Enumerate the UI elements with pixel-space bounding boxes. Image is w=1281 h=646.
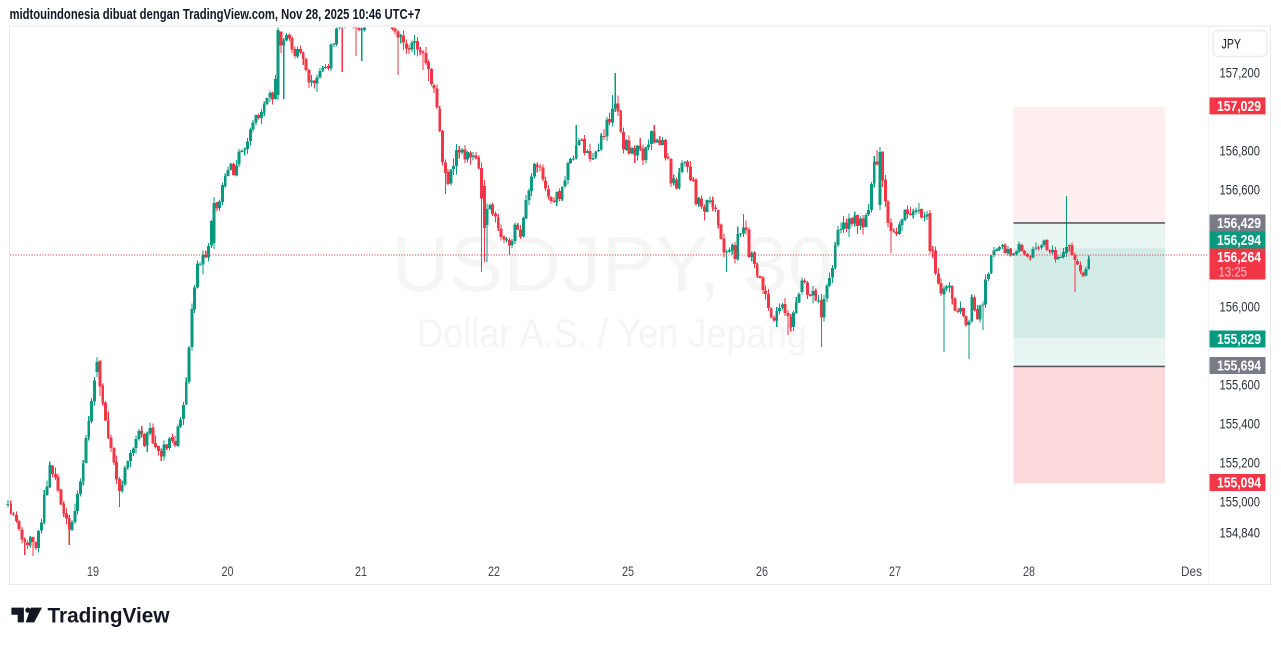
svg-text:27: 27 bbox=[889, 564, 901, 579]
svg-text:25: 25 bbox=[622, 564, 634, 579]
svg-text:156,264: 156,264 bbox=[1217, 250, 1261, 266]
svg-text:155,200: 155,200 bbox=[1220, 455, 1261, 471]
svg-text:156,800: 156,800 bbox=[1220, 143, 1261, 159]
svg-text:155,400: 155,400 bbox=[1220, 416, 1261, 432]
svg-text:Des: Des bbox=[1181, 564, 1202, 579]
svg-text:156,294: 156,294 bbox=[1217, 233, 1261, 249]
svg-text:20: 20 bbox=[222, 564, 234, 579]
svg-text:28: 28 bbox=[1023, 564, 1035, 579]
svg-text:21: 21 bbox=[355, 564, 367, 579]
svg-text:midtouindonesia dibuat dengan: midtouindonesia dibuat dengan TradingVie… bbox=[10, 6, 421, 23]
svg-text:13:25: 13:25 bbox=[1219, 265, 1248, 280]
svg-text:155,094: 155,094 bbox=[1217, 476, 1261, 492]
svg-text:TradingView: TradingView bbox=[48, 604, 170, 628]
svg-text:USDJPY, 30: USDJPY, 30 bbox=[392, 220, 833, 308]
svg-text:22: 22 bbox=[488, 564, 500, 579]
svg-text:156,000: 156,000 bbox=[1220, 299, 1261, 315]
svg-text:155,000: 155,000 bbox=[1220, 494, 1261, 510]
svg-text:156,600: 156,600 bbox=[1220, 182, 1261, 198]
svg-text:157,029: 157,029 bbox=[1217, 99, 1261, 115]
svg-text:155,600: 155,600 bbox=[1220, 377, 1261, 393]
svg-text:Dollar A.S. / Yen Jepang: Dollar A.S. / Yen Jepang bbox=[417, 312, 807, 356]
svg-text:JPY: JPY bbox=[1222, 37, 1242, 52]
svg-text:155,694: 155,694 bbox=[1217, 359, 1261, 375]
svg-text:26: 26 bbox=[756, 564, 768, 579]
svg-text:154,840: 154,840 bbox=[1220, 525, 1261, 541]
svg-text:19: 19 bbox=[87, 564, 99, 579]
svg-text:155,829: 155,829 bbox=[1217, 332, 1261, 348]
svg-text:157,200: 157,200 bbox=[1220, 65, 1261, 81]
svg-text:156,429: 156,429 bbox=[1217, 216, 1261, 232]
